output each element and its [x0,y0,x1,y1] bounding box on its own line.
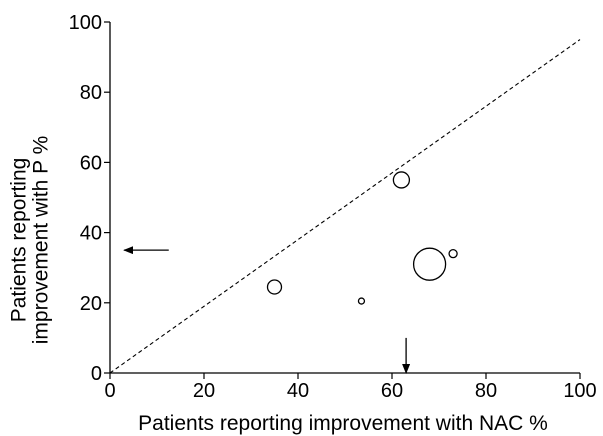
data-point [392,171,411,189]
data-point [412,247,447,281]
x-tick-label: 100 [563,380,596,402]
y-tick-label: 0 [91,363,102,385]
x-tick-label: 60 [381,380,403,402]
ticks: 0 20 40 60 80 100 0 20 40 60 80 100 [69,12,597,402]
data-points [266,171,458,305]
axes [109,22,580,374]
data-point [448,249,458,259]
y-tick-label: 80 [80,82,102,104]
y-axis-title-line-2: improvement with P % [30,136,53,345]
y-axis-title: Patients reporting improvement with P % [8,136,53,345]
x-tick-label: 0 [104,380,115,402]
y-tick-label: 60 [80,152,102,174]
data-point [266,279,283,295]
x-tick-label: 20 [193,380,215,402]
y-tick-label: 100 [69,12,102,34]
y-tick-label: 20 [80,293,102,315]
x-axis-title: Patients reporting improvement with NAC … [138,412,548,435]
y-tick-label: 40 [80,223,102,245]
x-tick-label: 40 [287,380,309,402]
x-tick-label: 80 [475,380,497,402]
y-axis-title-line-1: Patients reporting [8,158,31,323]
annotation-arrows [123,246,411,374]
reference-line-group [109,39,581,374]
reference-line [109,39,581,374]
data-point [357,297,366,305]
